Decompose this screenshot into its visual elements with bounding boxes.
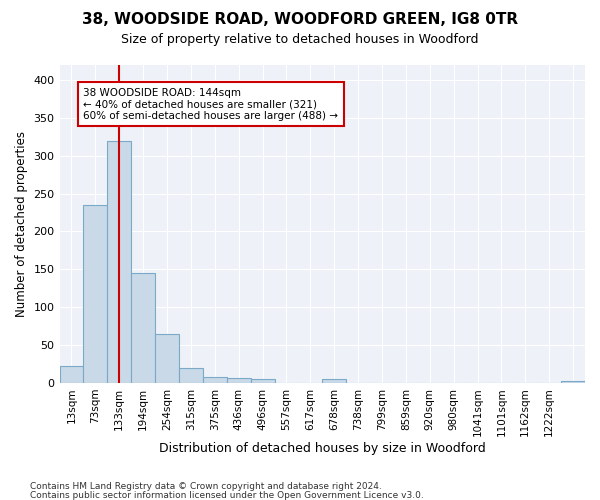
Bar bbox=[107, 140, 131, 383]
Bar bbox=[155, 334, 179, 383]
Text: Contains HM Land Registry data © Crown copyright and database right 2024.: Contains HM Land Registry data © Crown c… bbox=[30, 482, 382, 491]
Bar bbox=[251, 379, 275, 383]
Text: 38, WOODSIDE ROAD, WOODFORD GREEN, IG8 0TR: 38, WOODSIDE ROAD, WOODFORD GREEN, IG8 0… bbox=[82, 12, 518, 28]
Bar bbox=[203, 377, 227, 383]
Text: 38 WOODSIDE ROAD: 144sqm
← 40% of detached houses are smaller (321)
60% of semi-: 38 WOODSIDE ROAD: 144sqm ← 40% of detach… bbox=[83, 88, 338, 121]
Bar bbox=[227, 378, 251, 383]
Bar bbox=[322, 379, 346, 383]
Y-axis label: Number of detached properties: Number of detached properties bbox=[15, 131, 28, 317]
Text: Size of property relative to detached houses in Woodford: Size of property relative to detached ho… bbox=[121, 32, 479, 46]
Bar bbox=[83, 205, 107, 383]
Bar bbox=[131, 273, 155, 383]
Bar bbox=[59, 366, 83, 383]
Bar bbox=[561, 380, 585, 383]
Text: Contains public sector information licensed under the Open Government Licence v3: Contains public sector information licen… bbox=[30, 490, 424, 500]
Bar bbox=[179, 368, 203, 383]
X-axis label: Distribution of detached houses by size in Woodford: Distribution of detached houses by size … bbox=[159, 442, 485, 455]
